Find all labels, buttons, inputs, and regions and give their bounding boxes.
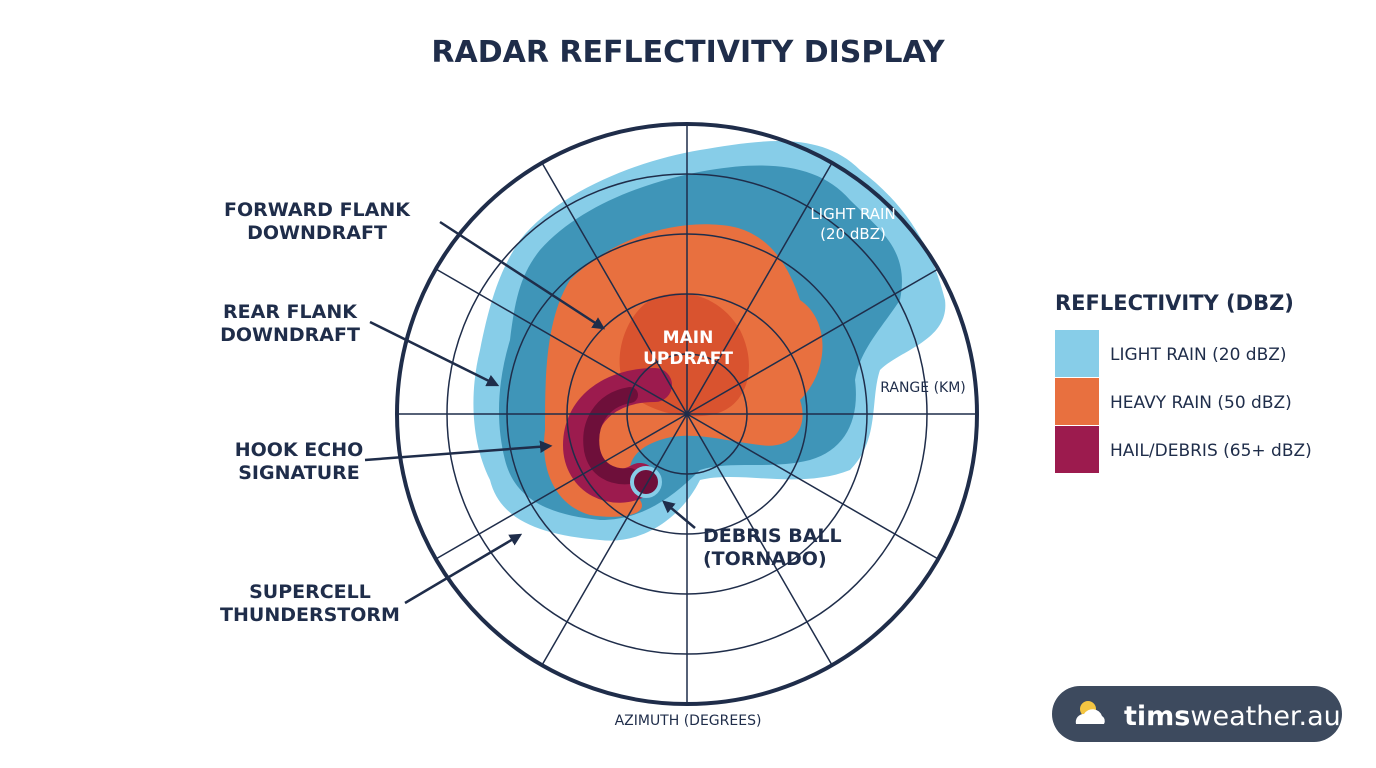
arrow (439, 220, 606, 330)
annotation: DEBRIS BALL (TORNADO) (703, 525, 842, 570)
azimuth-line (686, 268, 939, 415)
azimuth-line (686, 413, 939, 560)
legend-swatch (1055, 378, 1099, 425)
legend-title: REFLECTIVITY (DBZ) (1055, 291, 1294, 315)
azimuth-line (686, 162, 833, 415)
azimuth-line (686, 413, 833, 666)
legend-label: HAIL/DEBRIS (65+ dBZ) (1110, 441, 1312, 461)
debris-ball (630, 466, 662, 498)
annotation-line: DOWNDRAFT (220, 324, 360, 346)
annotation-line: DEBRIS BALL (703, 525, 842, 547)
legend-swatch (1055, 426, 1099, 473)
azimuth-label: AZIMUTH (DEGREES) (615, 713, 762, 729)
azimuth-line (435, 413, 688, 560)
title: RADAR REFLECTIVITY DISPLAY (431, 35, 945, 70)
annotation: FORWARD FLANK DOWNDRAFT (224, 199, 411, 244)
annotation-line: HOOK ECHO (235, 439, 364, 461)
annotation-line: (TORNADO) (703, 548, 827, 570)
annotation: HOOK ECHO SIGNATURE (235, 439, 364, 484)
azimuth-line (541, 162, 688, 415)
legend-swatch (1055, 330, 1099, 377)
legend: REFLECTIVITY (DBZ) LIGHT RAIN (20 dBZ) HE… (1055, 291, 1312, 473)
annotation-line: SIGNATURE (238, 462, 359, 484)
arrow (369, 320, 500, 387)
annotation-line: FORWARD FLANK (224, 199, 411, 221)
radar-grid (397, 124, 977, 704)
annotation-line: THUNDERSTORM (220, 604, 400, 626)
annotation-line: SUPERCELL (249, 581, 371, 603)
annotation-line: DOWNDRAFT (247, 222, 387, 244)
logo-cloud (1075, 709, 1105, 724)
arrow (364, 440, 553, 462)
legend-label: LIGHT RAIN (20 dBZ) (1110, 345, 1287, 365)
logo: timsweather.au (1052, 686, 1342, 742)
annotation: SUPERCELL THUNDERSTORM (220, 581, 400, 626)
arrow (662, 500, 696, 529)
annotation-line: REAR FLANK (223, 301, 358, 323)
azimuth-line (435, 268, 688, 415)
annotation: REAR FLANK DOWNDRAFT (220, 301, 360, 346)
logo-text: timsweather.au (1124, 701, 1341, 732)
logo-badge (1052, 686, 1342, 742)
main-updraft-label: MAIN UPDRAFT (643, 328, 733, 369)
azimuth-line (541, 413, 688, 666)
hail-core (583, 387, 638, 485)
range-label: RANGE (KM) (880, 380, 966, 396)
legend-label: HEAVY RAIN (50 dBZ) (1110, 393, 1292, 413)
radar-outline (395, 122, 979, 706)
light-rain-label: LIGHT RAIN (20 dBZ) (810, 205, 895, 243)
arrow (404, 533, 523, 605)
